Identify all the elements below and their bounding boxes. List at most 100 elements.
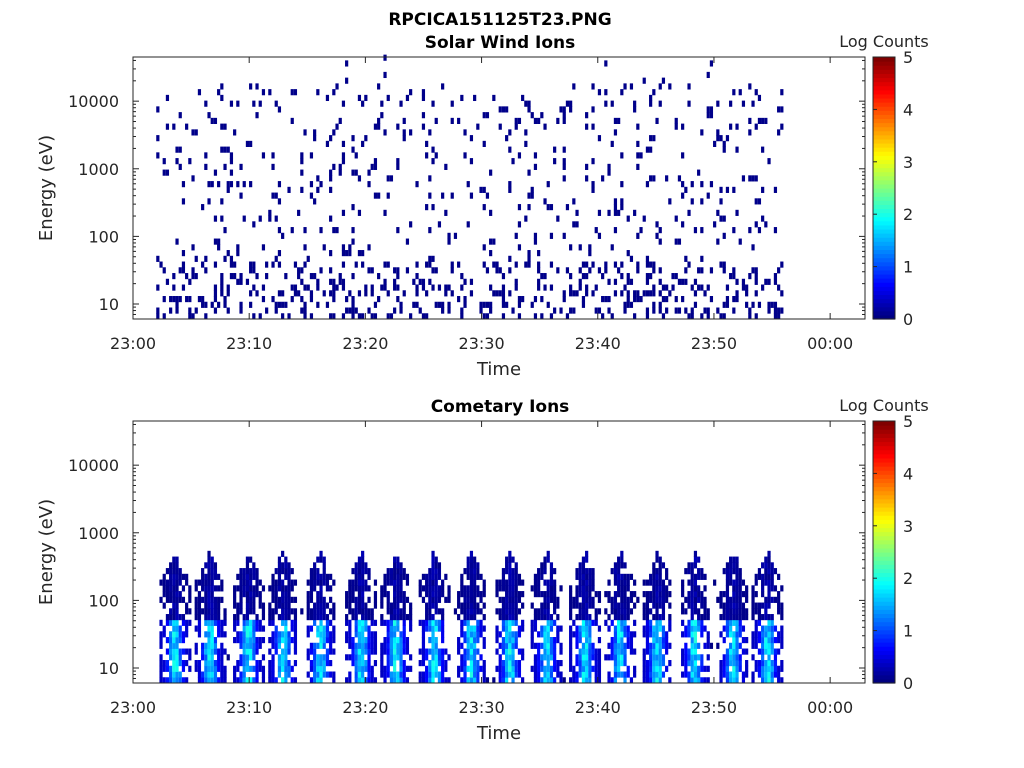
heatmap-cell bbox=[732, 654, 736, 661]
heatmap-cell bbox=[271, 585, 275, 592]
heatmap-cell bbox=[165, 614, 170, 621]
heatmap-cell bbox=[706, 614, 710, 621]
heatmap-cell bbox=[629, 255, 634, 262]
heatmap-cell bbox=[306, 579, 310, 586]
heatmap-cell bbox=[428, 665, 432, 672]
heatmap-cell bbox=[572, 619, 576, 626]
heatmap-cell bbox=[581, 654, 586, 661]
heatmap-cell bbox=[738, 614, 742, 621]
heatmap-cell bbox=[613, 261, 618, 268]
heatmap-cell bbox=[271, 261, 275, 268]
heatmap-cell bbox=[252, 221, 256, 228]
heatmap-cell bbox=[498, 123, 502, 130]
heatmap-cell bbox=[242, 215, 246, 222]
heatmap-cell bbox=[553, 585, 557, 592]
heatmap-cell bbox=[751, 267, 755, 274]
heatmap-cell bbox=[508, 608, 512, 615]
heatmap-cell bbox=[274, 608, 278, 615]
heatmap-cell bbox=[354, 579, 358, 586]
heatmap-cell bbox=[421, 654, 426, 661]
heatmap-cell bbox=[658, 637, 662, 644]
heatmap-cell bbox=[261, 296, 266, 303]
heatmap-cell bbox=[585, 112, 589, 119]
heatmap-cell bbox=[738, 596, 742, 603]
heatmap-cell bbox=[287, 313, 291, 320]
heatmap-cell bbox=[658, 625, 662, 632]
heatmap-cell bbox=[313, 619, 317, 626]
heatmap-cell bbox=[735, 579, 739, 586]
heatmap-cell bbox=[767, 550, 771, 557]
heatmap-cell bbox=[402, 568, 406, 575]
colorbar-tick-label: 1 bbox=[903, 622, 913, 641]
heatmap-cell bbox=[348, 619, 352, 626]
heatmap-cell bbox=[549, 204, 554, 211]
heatmap-cell bbox=[687, 619, 691, 626]
heatmap-cell bbox=[287, 568, 291, 575]
heatmap-cell bbox=[585, 568, 589, 575]
heatmap-cell bbox=[505, 585, 509, 592]
heatmap-cell bbox=[485, 301, 490, 308]
colorbar-segment bbox=[873, 519, 895, 524]
heatmap-cell bbox=[319, 665, 323, 672]
heatmap-cell bbox=[773, 671, 778, 678]
heatmap-cell bbox=[172, 573, 176, 580]
heatmap-cell bbox=[239, 273, 243, 280]
heatmap-cell bbox=[351, 591, 355, 598]
heatmap-cell bbox=[393, 671, 397, 678]
heatmap-cell bbox=[271, 660, 275, 667]
heatmap-cell bbox=[466, 596, 470, 603]
heatmap-cell bbox=[569, 100, 573, 107]
heatmap-cell bbox=[204, 591, 208, 598]
heatmap-cell bbox=[489, 238, 493, 245]
heatmap-cell bbox=[521, 579, 525, 586]
heatmap-cell bbox=[649, 591, 653, 598]
heatmap-cell bbox=[165, 596, 170, 603]
heatmap-cell bbox=[396, 654, 400, 661]
heatmap-cell bbox=[389, 568, 394, 575]
heatmap-cell bbox=[453, 608, 458, 615]
heatmap-cell bbox=[642, 665, 646, 672]
heatmap-cell bbox=[428, 677, 432, 684]
heatmap-cell bbox=[357, 591, 362, 598]
heatmap-cell bbox=[373, 631, 378, 638]
heatmap-cell bbox=[249, 665, 253, 672]
heatmap-cell bbox=[393, 665, 397, 672]
heatmap-cell bbox=[649, 100, 653, 107]
heatmap-cell bbox=[613, 568, 618, 575]
heatmap-cell bbox=[252, 596, 256, 603]
heatmap-cell bbox=[380, 284, 384, 291]
heatmap-cell bbox=[569, 677, 573, 684]
heatmap-cell bbox=[706, 654, 710, 661]
heatmap-cell bbox=[613, 677, 618, 684]
heatmap-cell bbox=[463, 129, 467, 136]
heatmap-cell bbox=[185, 660, 189, 667]
heatmap-cell bbox=[348, 579, 352, 586]
heatmap-cell bbox=[597, 89, 602, 96]
heatmap-cell bbox=[329, 186, 333, 193]
heatmap-cell bbox=[194, 585, 198, 592]
heatmap-cell bbox=[649, 677, 653, 684]
heatmap-cell bbox=[569, 660, 573, 667]
heatmap-cell bbox=[511, 585, 515, 592]
heatmap-cell bbox=[268, 89, 272, 96]
heatmap-cell bbox=[364, 585, 368, 592]
heatmap-cell bbox=[546, 550, 550, 557]
heatmap-cell bbox=[623, 573, 627, 580]
heatmap-cell bbox=[281, 313, 285, 320]
heatmap-cell bbox=[252, 562, 256, 569]
heatmap-cell bbox=[213, 671, 218, 678]
heatmap-cell bbox=[473, 585, 477, 592]
heatmap-cell bbox=[300, 158, 304, 165]
heatmap-cell bbox=[533, 654, 538, 661]
heatmap-cell bbox=[207, 631, 211, 638]
heatmap-cell bbox=[437, 608, 442, 615]
heatmap-cell bbox=[223, 146, 227, 153]
heatmap-cell bbox=[159, 660, 163, 667]
heatmap-cell bbox=[770, 660, 774, 667]
heatmap-cell bbox=[732, 637, 736, 644]
heatmap-cell bbox=[169, 591, 173, 598]
heatmap-cell bbox=[514, 602, 518, 609]
heatmap-cell bbox=[527, 204, 531, 211]
x-tick-label: 23:50 bbox=[691, 334, 737, 353]
